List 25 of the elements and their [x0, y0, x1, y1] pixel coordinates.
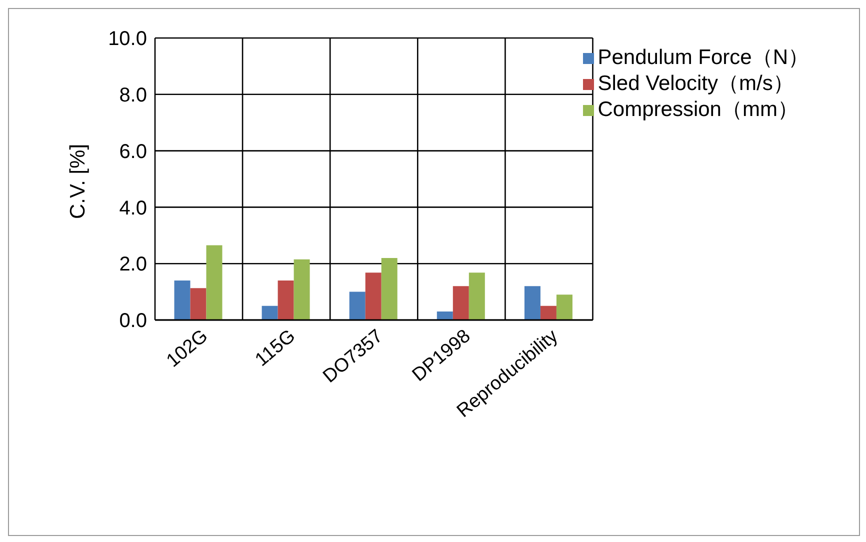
y-tick-label: 6.0 — [119, 140, 147, 163]
legend-label: Sled Velocity（m/s） — [598, 72, 794, 95]
bar — [206, 245, 222, 320]
y-tick-label: 0.0 — [119, 310, 147, 332]
bar — [365, 272, 382, 320]
bar — [294, 259, 310, 320]
bar — [468, 272, 485, 320]
bar — [262, 306, 278, 320]
y-tick-label: 4.0 — [119, 197, 147, 220]
bar — [174, 280, 190, 320]
y-tick-label: 2.0 — [119, 254, 147, 276]
bar — [556, 294, 572, 320]
bar — [524, 286, 540, 320]
bar — [190, 288, 206, 320]
legend-label: Compression（mm） — [598, 98, 798, 121]
bar — [278, 280, 294, 320]
y-axis-title: C.V. [%] — [66, 144, 90, 219]
legend-label: Pendulum Force（N） — [598, 46, 809, 69]
bar — [349, 292, 366, 320]
bar — [452, 286, 469, 320]
bar — [436, 312, 453, 320]
bar — [381, 258, 398, 320]
y-tick-label: 8.0 — [119, 84, 147, 106]
y-tick-label: 10.0 — [108, 28, 147, 50]
bar — [540, 306, 556, 320]
